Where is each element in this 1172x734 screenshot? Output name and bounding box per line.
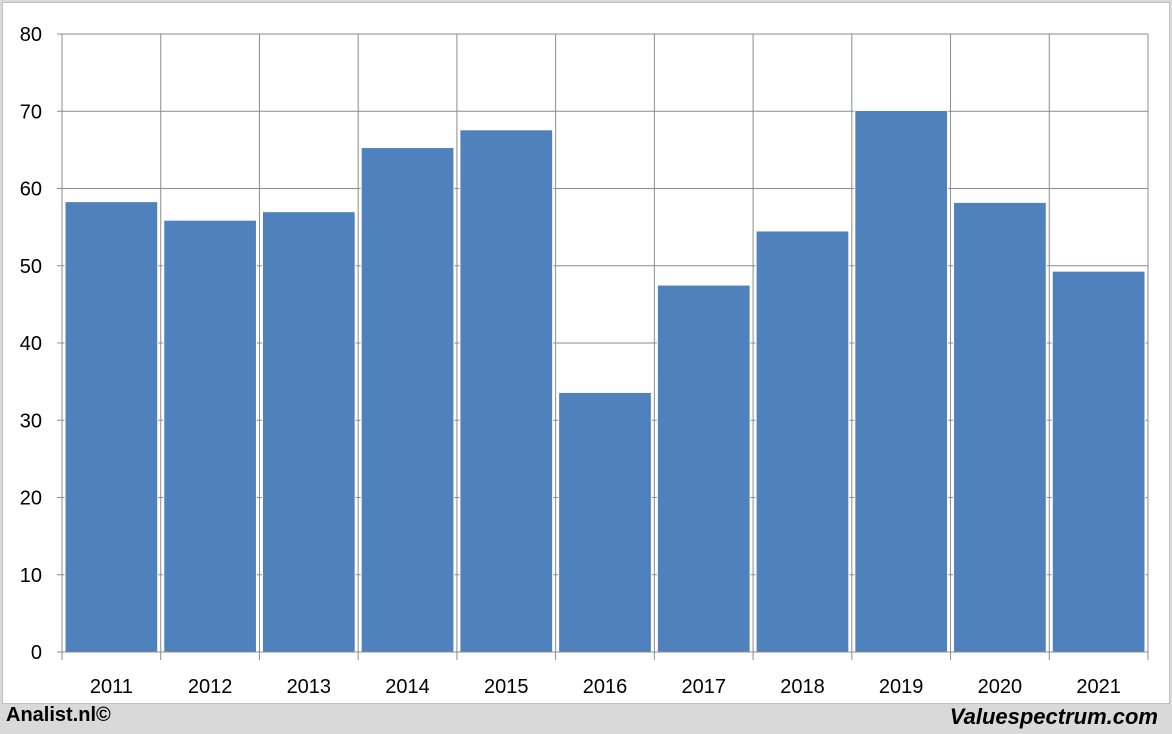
y-tick-label: 30 — [20, 410, 42, 432]
bar-chart: 0 10 20 30 40 50 60 70 80 2011 2012 2013 2014 2015 201… — [20, 24, 1149, 698]
y-tick-label: 20 — [20, 488, 42, 510]
y-tick-label: 0 — [31, 642, 42, 664]
y-tick-label: 80 — [20, 24, 42, 46]
x-tick-label: 2020 — [978, 676, 1023, 698]
x-tick-label: 2017 — [681, 676, 726, 698]
bar-2021 — [1051, 270, 1146, 653]
x-tick-label: 2016 — [583, 676, 628, 698]
y-tick-label: 70 — [20, 101, 42, 123]
x-tick-label: 2011 — [90, 676, 133, 698]
footer-copyright: Analist.nl© — [6, 704, 111, 726]
y-tick-label: 40 — [20, 333, 42, 355]
x-tick-label: 2015 — [484, 676, 529, 698]
y-tick-label: 10 — [20, 565, 42, 587]
x-tick-label: 2014 — [385, 676, 430, 698]
x-tick-label: 2019 — [879, 676, 924, 698]
x-tick-label: 2018 — [780, 676, 825, 698]
bar-2013 — [261, 211, 356, 653]
bars — [64, 109, 1146, 653]
bar-2020 — [953, 201, 1047, 653]
footer-source: Valuespectrum.com — [949, 704, 1158, 729]
bar-2016 — [558, 391, 652, 653]
bar-2019 — [854, 109, 949, 653]
bar-2011 — [64, 201, 159, 653]
bar-2015 — [459, 129, 554, 653]
chart-frame: 0 10 20 30 40 50 60 70 80 2011 2012 2013 2014 2015 201… — [2, 2, 1170, 704]
axes — [57, 33, 1149, 660]
x-tick-label: 2012 — [188, 676, 233, 698]
y-tick-label: 60 — [20, 179, 42, 201]
bar-2017 — [656, 284, 751, 653]
x-tick-label: 2013 — [287, 676, 332, 698]
bar-2018 — [755, 230, 850, 653]
bar-2014 — [360, 147, 455, 653]
bar-2012 — [163, 219, 257, 653]
x-tick-label: 2021 — [1076, 676, 1121, 698]
y-tick-label: 50 — [20, 256, 42, 278]
tick-labels: 0 10 20 30 40 50 60 70 80 2011 2012 2013 2014 2015 201… — [20, 24, 1121, 698]
